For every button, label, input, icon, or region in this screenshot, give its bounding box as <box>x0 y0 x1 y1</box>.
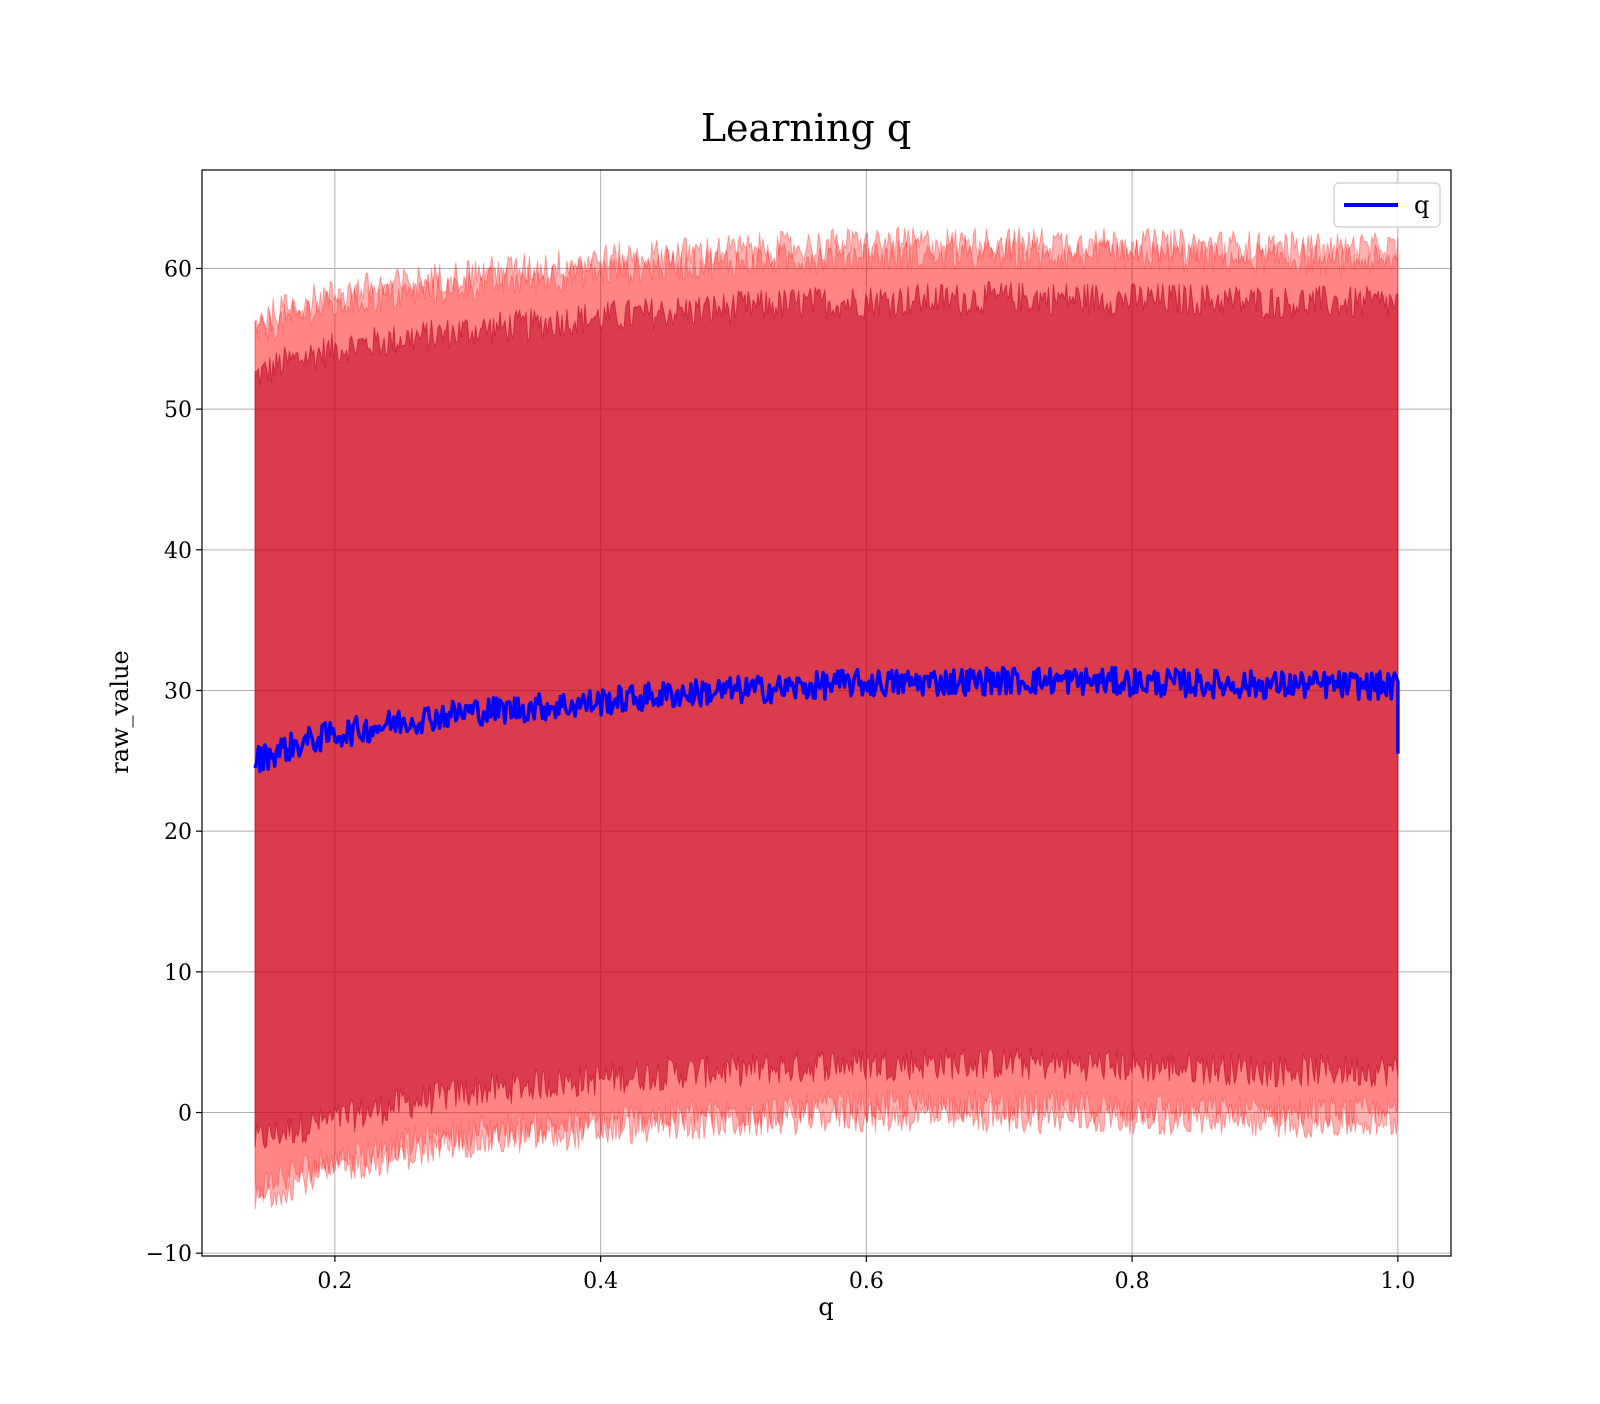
x-axis-label: q <box>818 1293 833 1321</box>
confidence-band-2 <box>254 225 1399 1210</box>
chart-title: Learning q <box>701 106 911 150</box>
confidence-band-1 <box>254 237 1399 1203</box>
series-lines <box>253 665 1400 774</box>
x-tick-label: 0.8 <box>1115 1269 1150 1294</box>
y-axis: −10 0 10 20 30 40 50 60 <box>146 257 202 1267</box>
series-line-q <box>253 665 1400 774</box>
y-tick-label: −10 <box>146 1242 192 1267</box>
y-tick-label: 0 <box>178 1102 192 1127</box>
y-axis-label: raw_value <box>106 650 134 774</box>
legend-label-q: q <box>1414 191 1429 219</box>
y-tick-label: 50 <box>164 398 192 423</box>
confidence-band-0 <box>254 280 1399 1149</box>
y-tick-label: 30 <box>164 679 192 704</box>
confidence-bands <box>254 225 1399 1210</box>
y-tick-label: 10 <box>164 961 192 986</box>
y-tick-label: 60 <box>164 257 192 282</box>
x-tick-label: 0.4 <box>583 1269 618 1294</box>
legend: q <box>1333 182 1441 228</box>
x-tick-label: 0.6 <box>849 1269 884 1294</box>
y-tick-label: 20 <box>164 820 192 845</box>
x-axis: 0.2 0.4 0.6 0.8 1.0 <box>317 1256 1415 1294</box>
x-tick-label: 1.0 <box>1380 1269 1415 1294</box>
plot-frame <box>201 169 1452 1257</box>
y-tick-label: 40 <box>164 539 192 564</box>
x-tick-label: 0.2 <box>317 1269 352 1294</box>
